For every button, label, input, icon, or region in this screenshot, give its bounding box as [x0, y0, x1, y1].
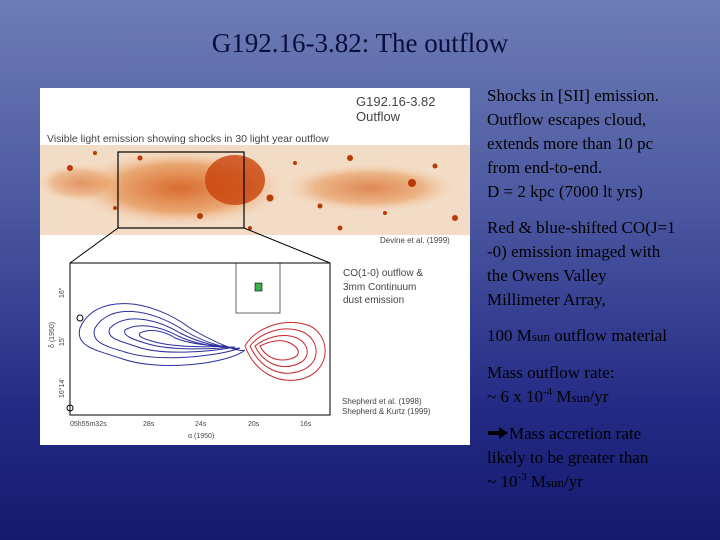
note-line: Shocks in [SII] emission.	[487, 86, 659, 105]
subscript: sun	[571, 390, 590, 405]
co-label: 3mm Continuum	[343, 282, 416, 293]
figure-caption: Visible light emission showing shocks in…	[47, 133, 329, 145]
text: 100 M	[487, 326, 532, 345]
slide-title: G192.16-3.82: The outflow	[211, 28, 509, 58]
note: Shocks in [SII] emission. Outflow escape…	[487, 84, 717, 204]
note-line: Mass outflow rate:	[487, 363, 615, 382]
exponent: -4	[542, 386, 553, 398]
stars	[67, 151, 458, 231]
note: Red & blue-shifted CO(J=1 -0) emission i…	[487, 216, 717, 312]
nebula-core	[205, 155, 265, 205]
subscript: sun	[546, 475, 565, 490]
note-line: extends more than 10 pc	[487, 134, 654, 153]
co-credit: Shepherd & Kurtz (1999)	[342, 407, 431, 416]
text: M	[526, 472, 546, 491]
red-contours	[244, 321, 326, 381]
note-line: likely to be greater than	[487, 448, 649, 467]
note-line: Outflow escapes cloud,	[487, 110, 647, 129]
nebula	[280, 163, 460, 213]
co-label: CO(1-0) outflow &	[343, 268, 423, 279]
x-tick-label: 20s	[248, 421, 260, 428]
text: /yr	[564, 472, 583, 491]
zoom-box	[117, 151, 245, 229]
text: M	[552, 387, 572, 406]
figure: G192.16-3.82 Outflow Visible light emiss…	[40, 88, 470, 445]
zoom-line	[243, 227, 331, 264]
note-line: Mass accretion rate	[487, 422, 717, 446]
inset-frame	[235, 262, 281, 314]
nebula	[40, 163, 125, 203]
text: /yr	[589, 387, 609, 406]
text: Mass accretion rate	[509, 424, 642, 443]
note-line: ~ 6 x 10-4 Msun/yr	[487, 385, 717, 410]
note: Mass outflow rate: ~ 6 x 10-4 Msun/yr	[487, 361, 717, 410]
co-label: dust emission	[343, 295, 404, 306]
figure-subtitle: Outflow	[356, 109, 401, 124]
x-tick-label: 05h55m32s	[70, 421, 107, 428]
subscript: sun	[531, 329, 550, 344]
text: outflow material	[549, 326, 668, 345]
x-tick-label: 16s	[300, 421, 312, 428]
continuum-source	[254, 282, 263, 292]
co-credit: Shepherd et al. (1998)	[342, 397, 422, 406]
x-axis-label: α (1950)	[188, 433, 214, 440]
note-line: 100 Msun outflow material	[487, 324, 717, 349]
note: Mass accretion rate likely to be greater…	[487, 422, 717, 495]
figure-name: G192.16-3.82	[356, 94, 436, 109]
note: 100 Msun outflow material	[487, 324, 717, 349]
exponent: -3	[517, 471, 527, 483]
note-line: D = 2 kpc (7000 lt yrs)	[487, 182, 643, 201]
note-line: -0) emission imaged with	[487, 242, 661, 261]
note-line: ~ 10-3 Msun/yr	[487, 470, 717, 495]
note-line: the Owens Valley	[487, 266, 607, 285]
blue-contours	[78, 303, 246, 366]
note-line: Red & blue-shifted CO(J=1	[487, 218, 676, 237]
y-tick-label: 16°	[58, 287, 66, 298]
text: ~ 6 x 10	[487, 387, 543, 406]
beam	[66, 404, 74, 412]
note-line: Millimeter Array,	[487, 290, 606, 309]
note-line: from end-to-end.	[487, 158, 603, 177]
y-axis-label: δ (1950)	[49, 322, 56, 348]
x-tick-label: 24s	[195, 421, 207, 428]
y-tick-label: 16°14'	[58, 378, 66, 398]
x-tick-label: 28s	[143, 421, 155, 428]
notes: Shocks in [SII] emission. Outflow escape…	[487, 84, 717, 507]
beam	[76, 314, 84, 322]
y-tick-label: 15'	[59, 337, 66, 346]
optical-credit: Devine et al. (1999)	[380, 236, 450, 245]
zoom-line	[69, 227, 119, 264]
arrow-icon	[488, 427, 508, 439]
figure-art: G192.16-3.82 Outflow Visible light emiss…	[40, 94, 470, 440]
text: ~ 10	[487, 472, 518, 491]
